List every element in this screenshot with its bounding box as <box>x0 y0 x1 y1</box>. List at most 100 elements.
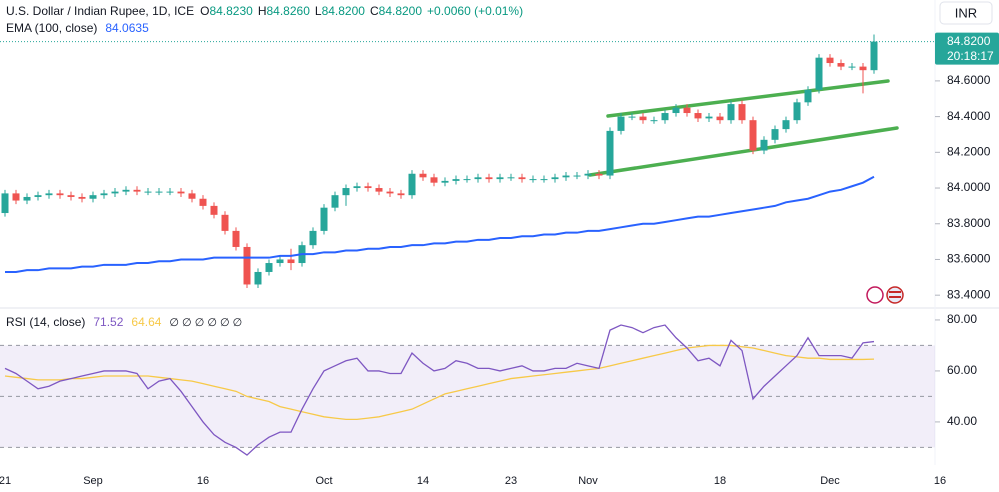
flags-icon <box>866 286 904 304</box>
candle-body <box>760 139 768 151</box>
candle-body <box>474 177 482 180</box>
candle-body <box>562 175 570 178</box>
ohlc-value: 84.8260 <box>267 4 311 18</box>
x-tick-label: 21 <box>0 475 11 487</box>
y-tick-label: 83.8000 <box>947 216 991 230</box>
candle-body <box>430 177 438 183</box>
candle-body <box>78 196 86 199</box>
trendline <box>606 79 890 118</box>
candle-body <box>254 271 262 285</box>
status: ∅ ∅ ∅ ∅ ∅ ∅ <box>169 317 242 329</box>
ohlc-letter: C <box>370 4 379 18</box>
rsi-line <box>4 324 875 456</box>
candle-body <box>837 63 845 67</box>
candle-body <box>155 191 163 193</box>
candle-body <box>859 66 867 71</box>
series-value: 71.52 <box>93 315 123 329</box>
candle-body <box>232 230 240 247</box>
candle-body <box>771 129 779 140</box>
candle-body <box>529 179 537 181</box>
ohlc-letter: H <box>258 4 267 18</box>
candle-body <box>705 116 713 119</box>
trendline <box>588 126 899 177</box>
ohlc-value: 84.8230 <box>209 4 253 18</box>
candle-body <box>815 57 823 90</box>
candle-body <box>485 177 493 180</box>
candle-body <box>606 130 614 176</box>
candle-body <box>89 195 97 199</box>
x-tick-label: Oct <box>315 475 332 487</box>
candle-body <box>749 120 757 151</box>
currency[interactable]: INR <box>955 5 977 20</box>
candle-body <box>595 173 603 176</box>
candle-body <box>507 177 515 179</box>
legend: RSI (14, close) 71.52 64.64 ∅ ∅ ∅ ∅ ∅ ∅ <box>6 315 242 329</box>
candle-body <box>716 116 724 121</box>
y-tick-label: 40.00 <box>947 414 977 428</box>
ohlc-letter: O <box>200 4 209 18</box>
chart-title: RSI (14, close) <box>6 315 85 329</box>
candle-body <box>100 193 108 196</box>
candle-body <box>34 195 42 197</box>
candle-body <box>870 41 878 71</box>
ohlc-value: 84.8200 <box>379 4 423 18</box>
candle-body <box>650 120 658 122</box>
candle-body <box>826 57 834 64</box>
candle-body <box>551 177 559 180</box>
countdown: 20:18:17 <box>947 49 994 63</box>
last-price-label: 84.8200 <box>947 34 991 48</box>
x-tick-label: 16 <box>934 475 946 487</box>
candle-body <box>45 193 53 196</box>
candle-body <box>23 196 31 201</box>
candle-body <box>738 104 746 121</box>
legend: U.S. Dollar / Indian Rupee, 1D, ICE O84.8… <box>6 4 523 18</box>
candle-body <box>419 173 427 178</box>
candle-body <box>221 214 229 231</box>
candle-body <box>375 188 383 192</box>
candle-body <box>265 263 273 272</box>
candle-body <box>276 259 284 264</box>
candle-body <box>122 189 130 192</box>
candle-body <box>573 175 581 177</box>
candle-body <box>694 113 702 119</box>
candle-body <box>540 179 548 181</box>
candle-body <box>804 89 812 103</box>
y-tick-label: 80.00 <box>947 312 977 326</box>
x-tick-label: 23 <box>505 475 517 487</box>
candle-body <box>243 246 251 285</box>
candle-body <box>56 193 64 196</box>
candle-body <box>397 193 405 196</box>
x-tick-label: Nov <box>578 475 598 487</box>
candle-body <box>12 193 20 201</box>
candle-body <box>617 116 625 131</box>
y-tick-label: 84.6000 <box>947 73 991 87</box>
candle-body <box>463 179 471 181</box>
y-tick-label: 83.4000 <box>947 287 991 301</box>
y-tick-label: 60.00 <box>947 363 977 377</box>
ema-line <box>5 175 875 273</box>
y-tick-label: 84.0000 <box>947 180 991 194</box>
candle-body <box>210 205 218 215</box>
candle-body <box>386 191 394 194</box>
series-value: 64.64 <box>131 315 161 329</box>
currency-box[interactable] <box>939 1 993 25</box>
candle-body <box>408 173 416 196</box>
candle-body <box>727 104 735 121</box>
last-price-box <box>935 32 999 65</box>
candle-body <box>1 193 9 214</box>
candle-body <box>672 107 680 114</box>
x-tick-label: 16 <box>197 475 209 487</box>
candle-body <box>144 191 152 193</box>
y-tick-label: 84.4000 <box>947 109 991 123</box>
ohlc-letter: L <box>315 4 322 18</box>
candle-body <box>320 207 328 231</box>
candle-body <box>353 186 361 189</box>
legend: EMA (100, close) 84.0635 <box>6 21 149 35</box>
overlay-name: EMA (100, close) <box>6 21 97 35</box>
candle-body <box>111 191 119 194</box>
candle-body <box>287 259 295 264</box>
candle-body <box>441 180 449 183</box>
x-tick-label: Dec <box>820 475 840 487</box>
